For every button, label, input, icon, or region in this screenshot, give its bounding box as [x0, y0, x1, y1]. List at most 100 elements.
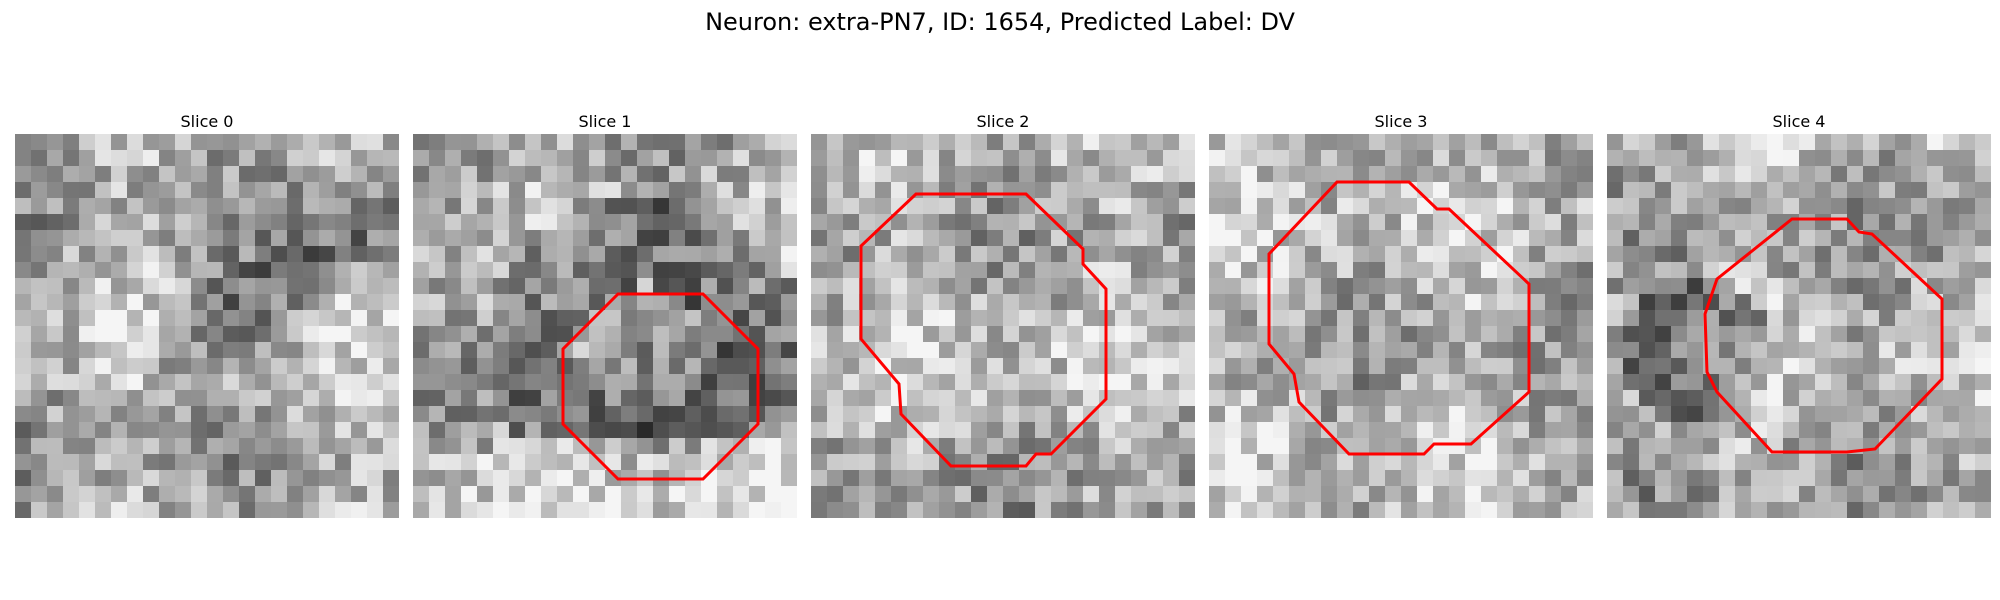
pixel — [127, 262, 144, 279]
pixel — [1083, 182, 1100, 199]
pixel — [15, 150, 32, 167]
pixel — [461, 422, 478, 439]
pixel — [811, 358, 828, 375]
pixel — [875, 230, 892, 247]
pixel — [1163, 230, 1180, 247]
pixel — [319, 358, 336, 375]
pixel — [1783, 134, 1800, 151]
pixel — [1703, 422, 1720, 439]
pixel — [1719, 438, 1736, 455]
pixel — [1321, 454, 1338, 471]
pixel — [1179, 502, 1195, 518]
pixel — [509, 246, 526, 263]
pixel — [367, 502, 384, 518]
pixel — [1831, 230, 1848, 247]
pixel — [685, 422, 702, 439]
pixel — [271, 166, 288, 183]
pixel — [1353, 358, 1370, 375]
pixel — [1131, 166, 1148, 183]
pixel — [1321, 310, 1338, 327]
pixel — [175, 134, 192, 151]
pixel — [843, 342, 860, 359]
pixel — [653, 422, 670, 439]
pixel — [573, 262, 590, 279]
pixel — [31, 166, 48, 183]
pixel — [191, 406, 208, 423]
pixel — [701, 342, 718, 359]
pixel — [525, 214, 542, 231]
pixel — [255, 486, 272, 503]
pixel — [477, 470, 494, 487]
pixel — [79, 262, 96, 279]
pixel — [891, 310, 908, 327]
pixel — [525, 262, 542, 279]
pixel — [1561, 390, 1578, 407]
pixel — [1019, 390, 1036, 407]
pixel — [1783, 502, 1800, 518]
pixel — [557, 470, 574, 487]
pixel — [335, 326, 352, 343]
pixel — [1289, 246, 1306, 263]
pixel — [923, 342, 940, 359]
pixel — [1225, 422, 1242, 439]
pixel — [1879, 166, 1896, 183]
pixel — [1337, 182, 1354, 199]
pixel — [717, 422, 734, 439]
pixel — [239, 470, 256, 487]
pixel — [127, 214, 144, 231]
pixel — [1799, 422, 1816, 439]
pixel — [1975, 326, 1991, 343]
pixel — [1831, 246, 1848, 263]
pixel — [923, 214, 940, 231]
pixel — [239, 182, 256, 199]
pixel — [191, 198, 208, 215]
pixel — [1163, 134, 1180, 151]
pixel — [1051, 310, 1068, 327]
pixel — [1003, 310, 1020, 327]
pixel — [1513, 166, 1530, 183]
pixel — [1767, 150, 1784, 167]
pixel — [653, 310, 670, 327]
pixel — [1719, 166, 1736, 183]
pixel — [1703, 262, 1720, 279]
pixel — [1241, 438, 1258, 455]
pixel — [95, 358, 112, 375]
pixel — [429, 422, 446, 439]
pixel — [781, 182, 797, 199]
pixel — [781, 246, 797, 263]
pixel — [605, 470, 622, 487]
pixel — [1385, 454, 1402, 471]
pixel — [303, 454, 320, 471]
pixel — [1879, 278, 1896, 295]
pixel — [79, 134, 96, 151]
pixel — [653, 182, 670, 199]
pixel — [367, 198, 384, 215]
pixel — [733, 198, 750, 215]
pixel — [287, 214, 304, 231]
pixel — [1719, 422, 1736, 439]
pixel — [1385, 214, 1402, 231]
pixel — [1433, 150, 1450, 167]
pixel — [1513, 502, 1530, 518]
pixel — [319, 214, 336, 231]
pixel — [1035, 406, 1052, 423]
pixel — [1831, 278, 1848, 295]
pixel — [987, 502, 1004, 518]
pixel — [907, 262, 924, 279]
pixel — [319, 438, 336, 455]
pixel — [1655, 310, 1672, 327]
pixel — [1847, 262, 1864, 279]
pixel — [811, 246, 828, 263]
pixel — [1385, 134, 1402, 151]
pixel — [461, 326, 478, 343]
pixel — [1703, 150, 1720, 167]
pixel — [1911, 134, 1928, 151]
pixel — [1959, 134, 1976, 151]
pixel — [653, 374, 670, 391]
pixel — [1927, 326, 1944, 343]
pixel — [907, 214, 924, 231]
pixel — [1147, 502, 1164, 518]
pixel — [939, 438, 956, 455]
pixel — [1655, 374, 1672, 391]
pixel — [939, 470, 956, 487]
